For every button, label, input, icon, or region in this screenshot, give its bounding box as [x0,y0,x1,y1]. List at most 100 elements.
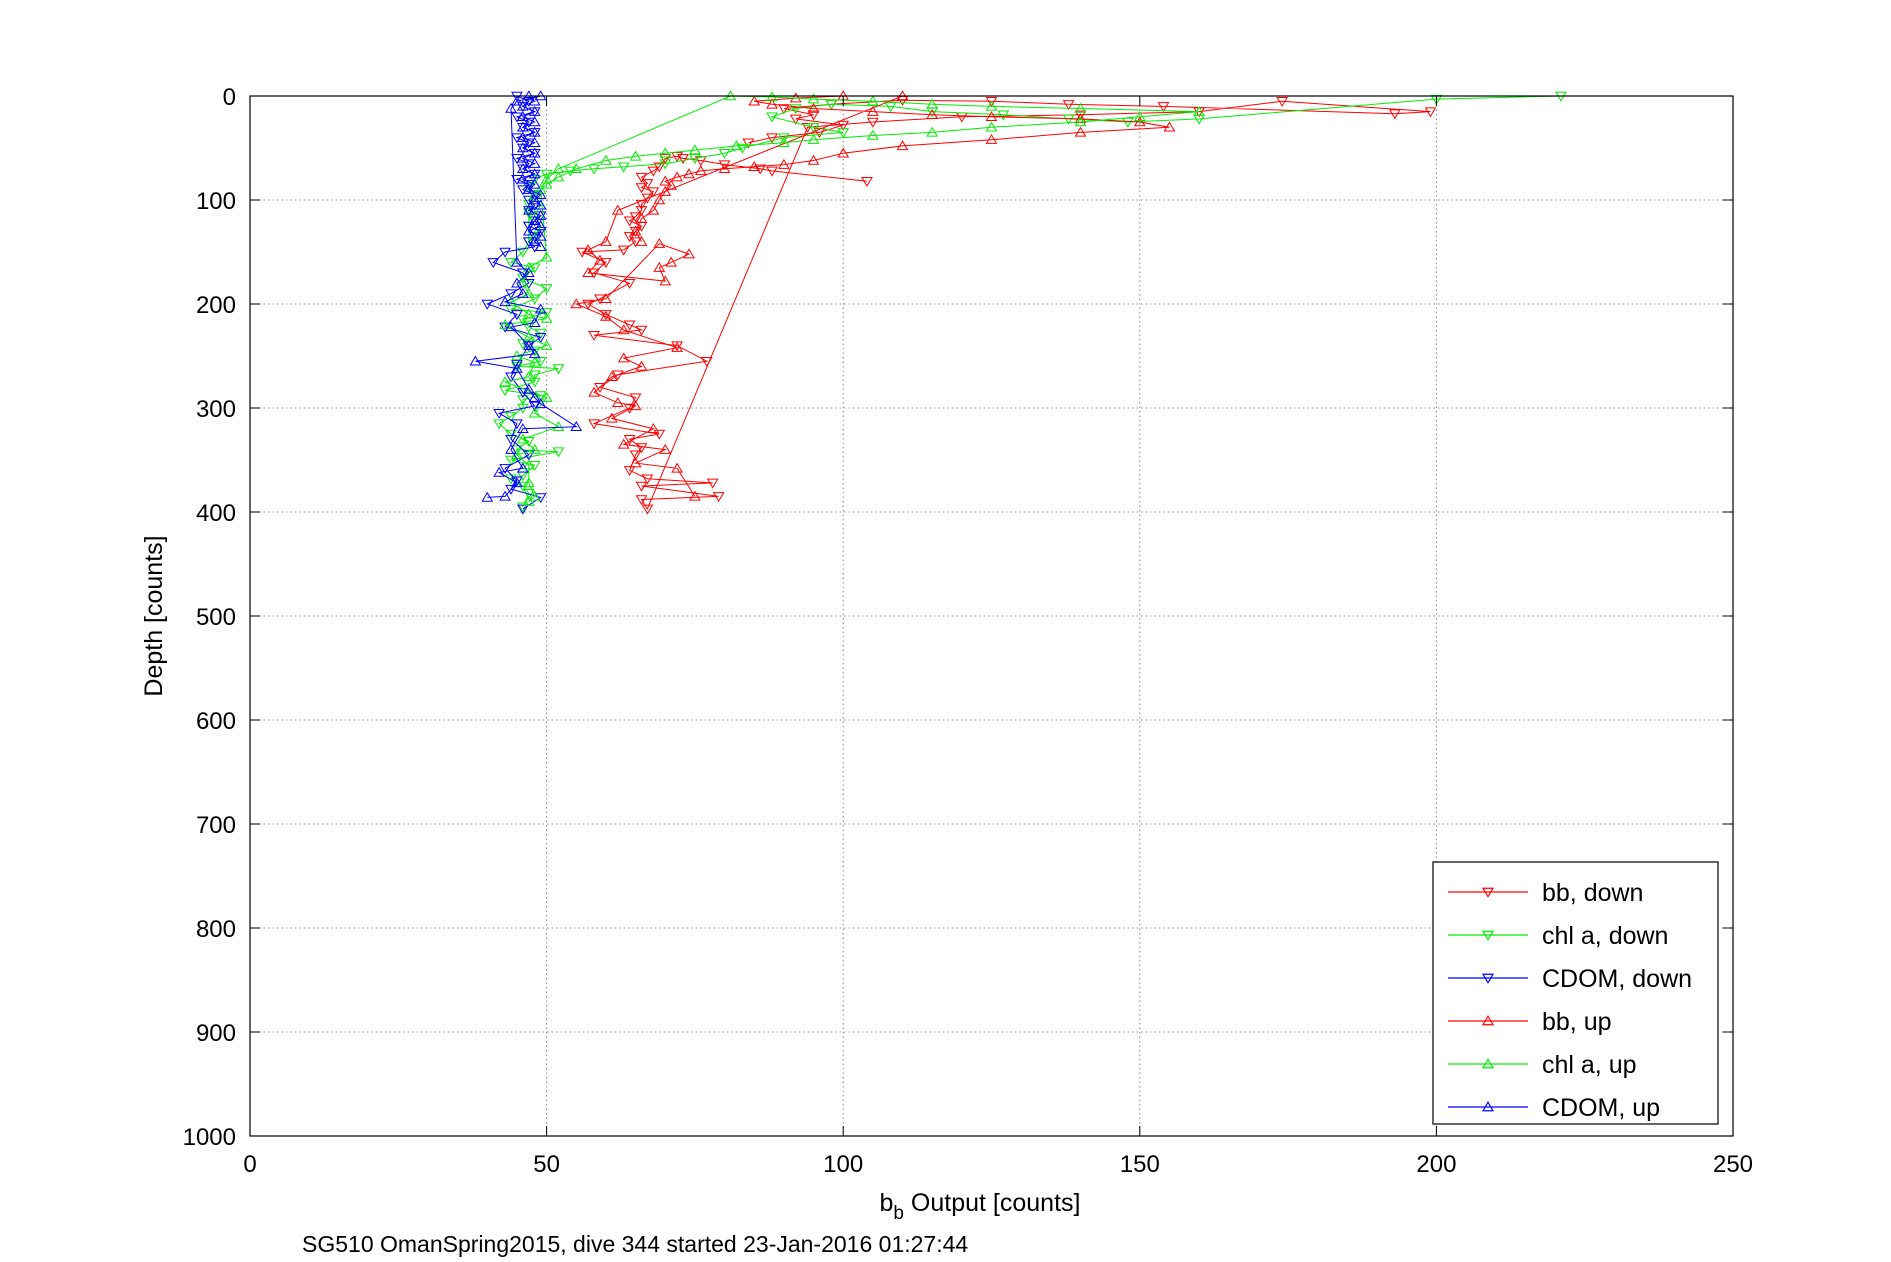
y-tick-label: 400 [196,500,236,527]
data-point [611,204,624,215]
data-point [884,102,897,113]
data-point [540,339,553,350]
data-point [511,360,523,371]
data-point [1157,102,1170,113]
data-point [534,226,547,237]
data-point [564,166,577,177]
data-point [778,158,790,169]
data-point [582,299,594,310]
data-point [516,462,529,473]
data-point [1430,94,1443,105]
data-point [659,159,672,170]
data-point [671,341,683,352]
y-tick-label: 700 [196,812,236,839]
data-point [499,490,511,501]
data-point [1074,110,1087,121]
data-point [1424,107,1437,118]
data-point [505,429,517,440]
data-point [789,114,802,125]
x-tick-label: 250 [1713,1151,1753,1178]
legend-label: bb, up [1542,1008,1612,1036]
data-point [516,142,529,153]
data-point [712,492,725,503]
data-point [689,154,701,165]
data-point [552,163,565,174]
data-point [588,164,600,175]
data-point [522,383,535,394]
data-point [522,225,535,236]
data-point [659,443,672,454]
data-point [801,122,814,133]
data-point [516,287,529,298]
data-point [528,356,541,367]
x-tick-label: 50 [533,1151,560,1178]
data-point [600,235,612,246]
series-line [581,99,1431,510]
data-point [985,111,998,122]
data-point [481,299,494,310]
data-point [516,273,529,284]
legend-item: CDOM, up [1448,1094,1660,1122]
data-point [617,438,630,449]
data-point [505,484,517,495]
data-point [641,193,654,204]
series-cdom-up [469,90,583,502]
data-point [1133,116,1146,127]
data-point [505,434,517,445]
data-point [522,371,535,382]
y-tick-label: 800 [196,916,236,943]
data-point [635,172,648,183]
data-point [1062,100,1075,111]
data-point [516,111,529,122]
data-point [659,154,672,165]
data-point [1074,102,1087,113]
data-point [516,102,529,113]
data-point [807,110,820,121]
data-point [671,462,683,473]
data-point [522,267,535,278]
data-point [522,287,535,298]
data-point [516,100,529,111]
data-point [528,157,541,168]
data-point [493,419,506,430]
data-point [623,403,636,414]
data-point [600,154,612,165]
y-tick-label: 600 [196,708,236,735]
data-point [671,152,683,163]
data-point [516,131,529,142]
data-point [522,495,535,506]
legend-swatch-marker [1481,973,1495,984]
data-point [623,466,636,477]
data-point [985,96,998,107]
legend-swatch-marker [1481,1058,1495,1069]
data-point [825,100,838,111]
legend-label: CDOM, down [1542,965,1692,993]
data-point [522,261,535,272]
data-point [552,364,565,375]
data-point [534,189,547,200]
data-point [552,447,565,458]
data-point [605,412,618,423]
data-point [611,397,624,408]
data-point [516,152,529,163]
data-point [499,296,511,307]
data-point [516,122,529,133]
axis-ticks: 0 50 100 150 200 250 0 100 200 300 400 500 600 700 800… [183,84,1753,1178]
data-point [469,355,482,366]
data-point [522,341,535,352]
data-point [694,156,707,167]
data-point [629,150,642,161]
data-point [511,419,523,430]
data-point [718,163,731,174]
data-point [511,310,523,321]
data-point [505,289,517,300]
data-point [647,166,660,177]
data-point [837,147,850,158]
data-point [677,154,689,165]
data-point [718,160,731,171]
data-point [659,147,672,158]
data-point [1074,116,1087,127]
data-point [659,175,672,186]
data-point [1389,109,1401,120]
data-point [499,376,511,387]
